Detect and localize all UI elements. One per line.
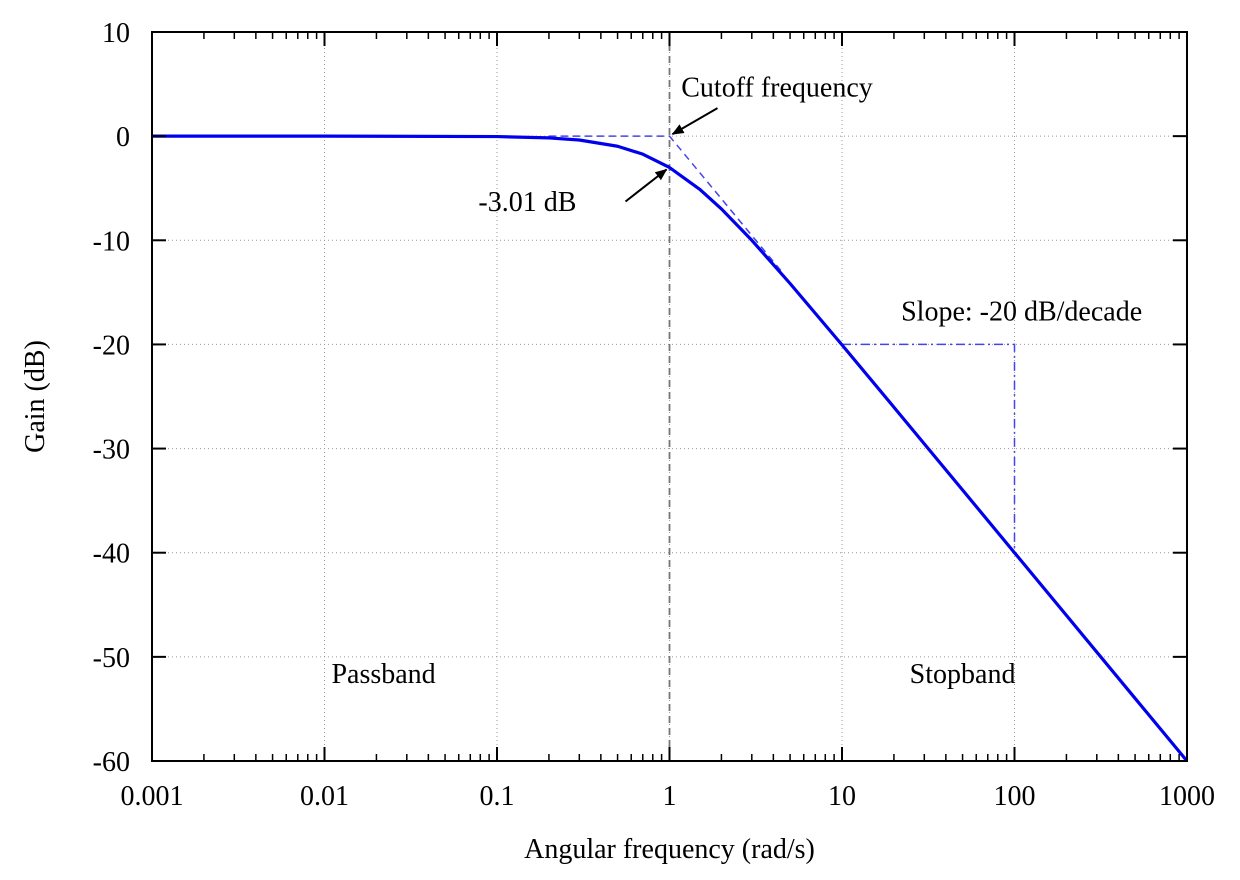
gain-curve <box>152 134 1189 763</box>
y-tick-label: 0 <box>116 122 130 153</box>
y-tick-label: -10 <box>93 226 130 257</box>
axis-ticks <box>151 31 1188 762</box>
y-tick-label: -30 <box>93 435 130 466</box>
y-tick-label: -20 <box>93 330 130 361</box>
y-tick-labels: 10 0 -10 -20 -30 -40 -50 -60 <box>93 18 130 778</box>
guide-lines <box>548 32 1016 761</box>
x-tick-label: 1 <box>663 781 677 812</box>
annotation-label: Stopband <box>910 659 1016 690</box>
annotation-label: Slope: -20 dB/decade <box>901 296 1142 327</box>
asymptote-line <box>548 135 783 273</box>
x-tick-label: 100 <box>994 781 1036 812</box>
y-tick-label: -40 <box>93 539 130 570</box>
y-tick-label: -60 <box>93 747 130 778</box>
x-tick-label: 0.001 <box>121 781 184 812</box>
annotation-arrow <box>624 168 668 203</box>
y-tick-label: -50 <box>93 643 130 674</box>
y-tick-label: 10 <box>102 18 130 49</box>
x-tick-label: 1000 <box>1159 781 1215 812</box>
y-axis-title: Gain (dB) <box>20 340 51 453</box>
annotations: Cutoff frequency -3.01 dB Slope: -20 dB/de… <box>331 73 1142 690</box>
x-tick-label: 0.01 <box>300 781 349 812</box>
annotation-label: Passband <box>331 659 435 690</box>
x-tick-label: 0.1 <box>480 781 515 812</box>
annotation-label: Cutoff frequency <box>681 73 873 104</box>
annotation-label: -3.01 dB <box>478 187 576 218</box>
x-tick-labels: 0.001 0.01 0.1 1 10 100 1000 <box>121 781 1216 812</box>
annotation-arrow <box>671 107 719 136</box>
x-tick-label: 10 <box>828 781 856 812</box>
slope-guide-line <box>842 343 1016 553</box>
series-layer <box>152 134 1189 763</box>
x-axis-title: Angular frequency (rad/s) <box>524 834 815 865</box>
